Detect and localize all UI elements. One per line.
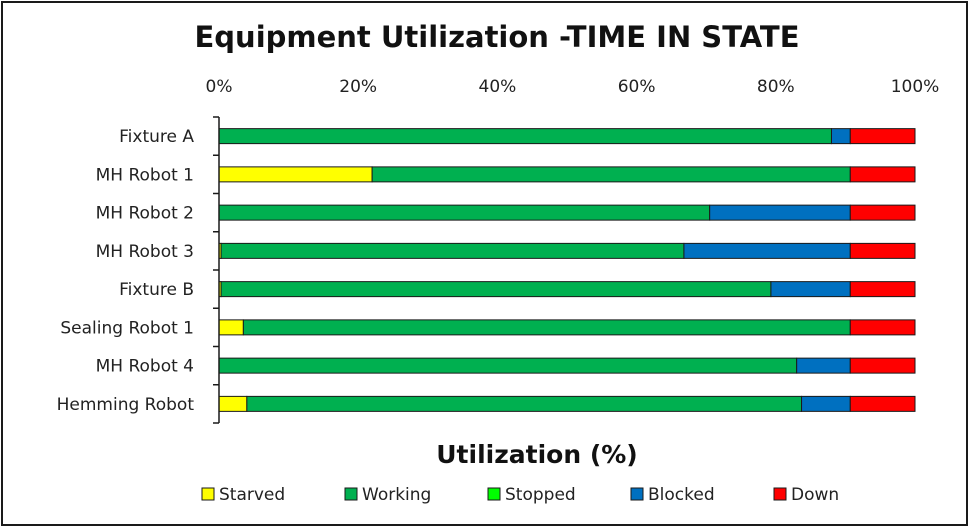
x-axis-ticks: 0% 20% 40% 60% 80% 100% xyxy=(206,77,940,97)
bar-segment-down xyxy=(849,242,916,259)
bar-segment-working xyxy=(242,319,851,336)
legend-label: Working xyxy=(362,485,431,505)
bar-segment-down xyxy=(849,128,916,145)
x-tick-label: 60% xyxy=(618,77,656,97)
legend-swatch xyxy=(773,487,787,501)
bar-segment-down xyxy=(849,319,916,336)
y-axis-tick-marks xyxy=(213,116,219,424)
category-label: Fixture A xyxy=(119,127,194,147)
bar-segment-working xyxy=(220,281,772,298)
bar-row xyxy=(218,204,916,221)
bar-row xyxy=(218,166,916,183)
bar-rows xyxy=(218,128,916,412)
bar-row xyxy=(218,395,916,412)
bar-segment-working xyxy=(218,357,798,374)
category-label: MH Robot 3 xyxy=(96,242,194,262)
category-label: Fixture B xyxy=(119,280,194,300)
bar-segment-blocked xyxy=(830,128,851,145)
legend-swatch xyxy=(201,487,215,501)
legend-label: Blocked xyxy=(648,485,715,505)
legend: Starved Working Stopped Blocked Down xyxy=(201,485,839,505)
legend-swatch xyxy=(344,487,358,501)
legend-item: Starved xyxy=(201,485,285,505)
bar-segment-blocked xyxy=(801,395,851,412)
category-label: MH Robot 2 xyxy=(96,204,194,224)
chart-title: Equipment Utilization -TIME IN STATE xyxy=(194,20,799,54)
bar-row xyxy=(218,281,916,298)
x-axis-label: Utilization (%) xyxy=(436,440,637,469)
legend-swatch xyxy=(630,487,644,501)
legend-label: Stopped xyxy=(505,485,576,505)
category-label: Sealing Robot 1 xyxy=(60,318,194,338)
legend-label: Down xyxy=(791,485,839,505)
category-labels: Fixture A MH Robot 1 MH Robot 2 MH Robot 3 F… xyxy=(57,127,195,415)
bar-segment-down xyxy=(849,395,916,412)
bar-row xyxy=(218,319,916,336)
x-tick-label: 20% xyxy=(339,77,377,97)
bar-segment-down xyxy=(849,204,916,221)
bar-segment-starved xyxy=(218,166,373,183)
bar-segment-down xyxy=(849,166,916,183)
bar-segment-blocked xyxy=(796,357,851,374)
x-tick-label: 40% xyxy=(479,77,517,97)
legend-item: Working xyxy=(344,485,431,505)
legend-item: Down xyxy=(773,485,839,505)
bar-segment-working xyxy=(220,242,685,259)
x-tick-label: 0% xyxy=(206,77,233,97)
bar-segment-blocked xyxy=(709,204,851,221)
bar-row xyxy=(218,242,916,259)
bar-row xyxy=(218,357,916,374)
x-tick-label: 100% xyxy=(891,77,940,97)
bar-segment-working xyxy=(218,128,832,145)
category-label: MH Robot 1 xyxy=(96,165,194,185)
legend-item: Stopped xyxy=(487,485,576,505)
bar-row xyxy=(218,128,916,145)
bar-segment-working xyxy=(218,204,711,221)
bar-segment-blocked xyxy=(683,242,851,259)
x-tick-label: 80% xyxy=(757,77,795,97)
bar-segment-working xyxy=(371,166,851,183)
category-label: MH Robot 4 xyxy=(96,357,194,377)
bar-segment-down xyxy=(849,281,916,298)
bar-segment-down xyxy=(849,357,916,374)
bar-segment-starved xyxy=(218,395,248,412)
bar-segment-working xyxy=(246,395,803,412)
bar-segment-starved xyxy=(218,319,244,336)
legend-item: Blocked xyxy=(630,485,715,505)
legend-label: Starved xyxy=(219,485,285,505)
bar-segment-blocked xyxy=(770,281,851,298)
legend-swatch xyxy=(487,487,501,501)
category-label: Hemming Robot xyxy=(57,395,195,415)
